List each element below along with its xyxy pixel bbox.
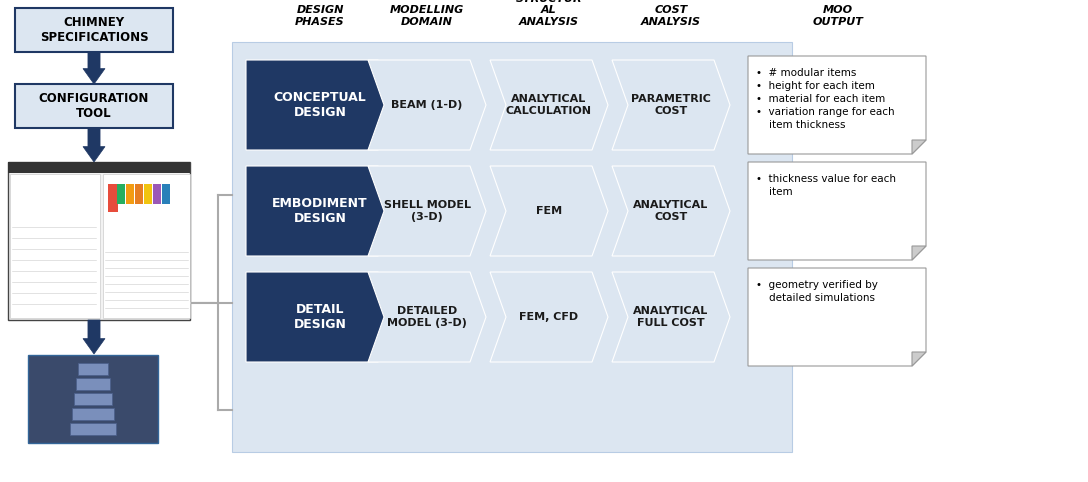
Bar xyxy=(76,378,110,390)
Text: ANALYTICAL
FULL COST: ANALYTICAL FULL COST xyxy=(633,306,708,328)
Text: FEM, CFD: FEM, CFD xyxy=(519,312,579,322)
Text: MODELLING
DOMAIN: MODELLING DOMAIN xyxy=(390,5,465,27)
Bar xyxy=(232,42,792,452)
Polygon shape xyxy=(490,166,608,256)
Bar xyxy=(70,423,116,435)
Polygon shape xyxy=(83,52,106,84)
Polygon shape xyxy=(246,272,394,362)
Bar xyxy=(135,184,143,204)
Bar xyxy=(15,8,173,52)
Bar xyxy=(15,84,173,128)
Text: PARAMETRIC
COST: PARAMETRIC COST xyxy=(631,94,710,116)
Polygon shape xyxy=(611,272,730,362)
Polygon shape xyxy=(368,166,486,256)
Polygon shape xyxy=(246,166,394,256)
Text: CHIMNEY
SPECIFICATIONS: CHIMNEY SPECIFICATIONS xyxy=(39,16,148,44)
Text: BEAM (1-D): BEAM (1-D) xyxy=(392,100,462,110)
Bar xyxy=(118,184,125,204)
Polygon shape xyxy=(749,162,926,260)
Polygon shape xyxy=(912,246,926,260)
Polygon shape xyxy=(83,128,106,162)
Bar xyxy=(126,184,134,204)
Bar xyxy=(28,355,158,443)
Text: SHELL MODEL
(3-D): SHELL MODEL (3-D) xyxy=(383,200,470,222)
Polygon shape xyxy=(611,60,730,150)
Text: •  variation range for each: • variation range for each xyxy=(756,107,894,117)
Polygon shape xyxy=(912,140,926,154)
Text: item: item xyxy=(756,187,793,197)
Text: DETAILED
MODEL (3-D): DETAILED MODEL (3-D) xyxy=(387,306,467,328)
Polygon shape xyxy=(912,352,926,366)
Text: ANALYTICAL
CALCULATION: ANALYTICAL CALCULATION xyxy=(506,94,592,116)
Bar xyxy=(153,184,161,204)
Bar xyxy=(144,184,152,204)
Polygon shape xyxy=(246,60,394,150)
Text: •  geometry verified by: • geometry verified by xyxy=(756,280,878,290)
Bar xyxy=(103,174,190,318)
Bar xyxy=(72,408,114,420)
Bar xyxy=(8,162,190,173)
Text: STRUCTUR
AL
ANALYSIS: STRUCTUR AL ANALYSIS xyxy=(516,0,582,27)
Text: FEM: FEM xyxy=(536,206,562,216)
Text: CONFIGURATION
TOOL: CONFIGURATION TOOL xyxy=(39,92,149,120)
Polygon shape xyxy=(368,60,486,150)
Text: •  height for each item: • height for each item xyxy=(756,81,875,91)
Text: •  thickness value for each: • thickness value for each xyxy=(756,174,897,184)
Polygon shape xyxy=(490,272,608,362)
Bar xyxy=(74,393,112,405)
Bar xyxy=(8,162,190,320)
Text: CONCEPTUAL
DESIGN: CONCEPTUAL DESIGN xyxy=(273,91,367,119)
Polygon shape xyxy=(83,320,106,354)
Text: •  # modular items: • # modular items xyxy=(756,68,856,78)
Text: •  material for each item: • material for each item xyxy=(756,94,886,104)
Text: detailed simulations: detailed simulations xyxy=(756,293,875,303)
Polygon shape xyxy=(749,268,926,366)
Polygon shape xyxy=(368,272,486,362)
Text: ANALYTICAL
COST: ANALYTICAL COST xyxy=(633,200,708,222)
Polygon shape xyxy=(749,56,926,154)
Text: DETAIL
DESIGN: DETAIL DESIGN xyxy=(294,303,346,331)
Bar xyxy=(78,363,108,375)
Polygon shape xyxy=(611,166,730,256)
Polygon shape xyxy=(490,60,608,150)
Bar xyxy=(10,174,100,318)
Text: MOO
OUTPUT: MOO OUTPUT xyxy=(813,5,864,27)
Text: item thickness: item thickness xyxy=(756,120,845,130)
Text: EMBODIMENT
DESIGN: EMBODIMENT DESIGN xyxy=(272,197,368,225)
Bar xyxy=(108,184,118,212)
Bar xyxy=(162,184,170,204)
Text: COST
ANALYSIS: COST ANALYSIS xyxy=(641,5,701,27)
Text: DESIGN
PHASES: DESIGN PHASES xyxy=(295,5,345,27)
